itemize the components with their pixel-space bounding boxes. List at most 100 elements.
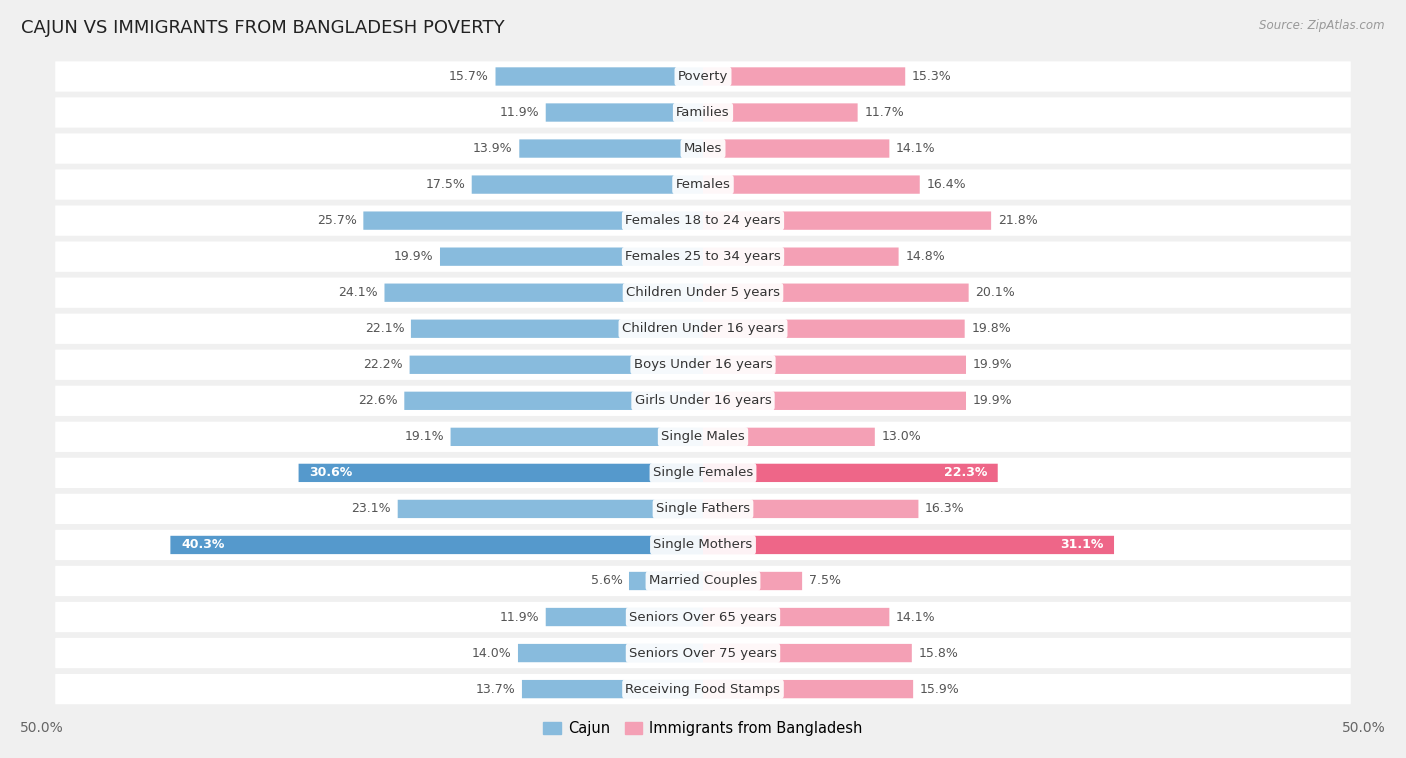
FancyBboxPatch shape (398, 500, 703, 518)
FancyBboxPatch shape (628, 572, 703, 590)
FancyBboxPatch shape (495, 67, 703, 86)
Text: CAJUN VS IMMIGRANTS FROM BANGLADESH POVERTY: CAJUN VS IMMIGRANTS FROM BANGLADESH POVE… (21, 19, 505, 37)
Text: 15.9%: 15.9% (920, 683, 959, 696)
FancyBboxPatch shape (55, 386, 1351, 416)
Text: 16.3%: 16.3% (925, 503, 965, 515)
Text: Married Couples: Married Couples (650, 575, 756, 587)
FancyBboxPatch shape (55, 133, 1351, 164)
Text: 15.3%: 15.3% (912, 70, 952, 83)
Text: 22.2%: 22.2% (363, 359, 404, 371)
Text: Receiving Food Stamps: Receiving Food Stamps (626, 683, 780, 696)
FancyBboxPatch shape (703, 500, 918, 518)
FancyBboxPatch shape (55, 674, 1351, 704)
FancyBboxPatch shape (703, 283, 969, 302)
FancyBboxPatch shape (55, 314, 1351, 344)
Text: 40.3%: 40.3% (181, 538, 225, 552)
Text: 16.4%: 16.4% (927, 178, 966, 191)
Text: Females: Females (675, 178, 731, 191)
Text: 19.1%: 19.1% (405, 431, 444, 443)
Text: 22.6%: 22.6% (359, 394, 398, 407)
FancyBboxPatch shape (55, 566, 1351, 596)
Text: 15.7%: 15.7% (449, 70, 489, 83)
Text: 31.1%: 31.1% (1060, 538, 1104, 552)
Text: 25.7%: 25.7% (316, 214, 357, 227)
FancyBboxPatch shape (363, 211, 703, 230)
FancyBboxPatch shape (450, 428, 703, 446)
Text: Poverty: Poverty (678, 70, 728, 83)
FancyBboxPatch shape (703, 464, 998, 482)
Legend: Cajun, Immigrants from Bangladesh: Cajun, Immigrants from Bangladesh (537, 715, 869, 741)
FancyBboxPatch shape (55, 638, 1351, 669)
Text: 14.1%: 14.1% (896, 610, 935, 624)
FancyBboxPatch shape (703, 248, 898, 266)
Text: 22.3%: 22.3% (943, 466, 987, 479)
Text: 14.0%: 14.0% (471, 647, 512, 659)
Text: 11.9%: 11.9% (499, 106, 538, 119)
Text: Females 25 to 34 years: Females 25 to 34 years (626, 250, 780, 263)
FancyBboxPatch shape (519, 139, 703, 158)
Text: 19.9%: 19.9% (973, 359, 1012, 371)
FancyBboxPatch shape (703, 356, 966, 374)
Text: 22.1%: 22.1% (364, 322, 405, 335)
Text: Source: ZipAtlas.com: Source: ZipAtlas.com (1260, 19, 1385, 32)
Text: Families: Families (676, 106, 730, 119)
FancyBboxPatch shape (55, 602, 1351, 632)
Text: Females 18 to 24 years: Females 18 to 24 years (626, 214, 780, 227)
Text: 7.5%: 7.5% (808, 575, 841, 587)
FancyBboxPatch shape (55, 277, 1351, 308)
FancyBboxPatch shape (703, 211, 991, 230)
Text: Children Under 5 years: Children Under 5 years (626, 287, 780, 299)
Text: 30.6%: 30.6% (309, 466, 353, 479)
Text: Girls Under 16 years: Girls Under 16 years (634, 394, 772, 407)
FancyBboxPatch shape (703, 175, 920, 194)
Text: Children Under 16 years: Children Under 16 years (621, 322, 785, 335)
Text: 23.1%: 23.1% (352, 503, 391, 515)
Text: Seniors Over 75 years: Seniors Over 75 years (628, 647, 778, 659)
FancyBboxPatch shape (703, 572, 801, 590)
FancyBboxPatch shape (55, 170, 1351, 199)
FancyBboxPatch shape (55, 61, 1351, 92)
FancyBboxPatch shape (703, 103, 858, 122)
Text: 5.6%: 5.6% (591, 575, 623, 587)
Text: Single Females: Single Females (652, 466, 754, 479)
Text: 13.0%: 13.0% (882, 431, 921, 443)
FancyBboxPatch shape (703, 320, 965, 338)
Text: Single Mothers: Single Mothers (654, 538, 752, 552)
FancyBboxPatch shape (517, 644, 703, 662)
Text: 14.8%: 14.8% (905, 250, 945, 263)
FancyBboxPatch shape (409, 356, 703, 374)
Text: 11.9%: 11.9% (499, 610, 538, 624)
FancyBboxPatch shape (384, 283, 703, 302)
Text: 21.8%: 21.8% (998, 214, 1038, 227)
Text: 19.9%: 19.9% (973, 394, 1012, 407)
FancyBboxPatch shape (703, 392, 966, 410)
Text: 14.1%: 14.1% (896, 142, 935, 155)
FancyBboxPatch shape (703, 428, 875, 446)
FancyBboxPatch shape (546, 103, 703, 122)
FancyBboxPatch shape (55, 242, 1351, 272)
FancyBboxPatch shape (703, 608, 890, 626)
FancyBboxPatch shape (411, 320, 703, 338)
Text: Single Fathers: Single Fathers (657, 503, 749, 515)
Text: 11.7%: 11.7% (865, 106, 904, 119)
FancyBboxPatch shape (703, 67, 905, 86)
Text: 15.8%: 15.8% (918, 647, 959, 659)
FancyBboxPatch shape (55, 458, 1351, 488)
FancyBboxPatch shape (170, 536, 703, 554)
FancyBboxPatch shape (55, 530, 1351, 560)
FancyBboxPatch shape (703, 536, 1114, 554)
Text: Single Males: Single Males (661, 431, 745, 443)
FancyBboxPatch shape (55, 349, 1351, 380)
FancyBboxPatch shape (298, 464, 703, 482)
Text: 17.5%: 17.5% (425, 178, 465, 191)
Text: 19.8%: 19.8% (972, 322, 1011, 335)
FancyBboxPatch shape (55, 493, 1351, 524)
FancyBboxPatch shape (703, 139, 890, 158)
FancyBboxPatch shape (703, 644, 912, 662)
FancyBboxPatch shape (405, 392, 703, 410)
Text: 13.9%: 13.9% (472, 142, 513, 155)
Text: 19.9%: 19.9% (394, 250, 433, 263)
FancyBboxPatch shape (440, 248, 703, 266)
FancyBboxPatch shape (55, 421, 1351, 452)
Text: 20.1%: 20.1% (976, 287, 1015, 299)
